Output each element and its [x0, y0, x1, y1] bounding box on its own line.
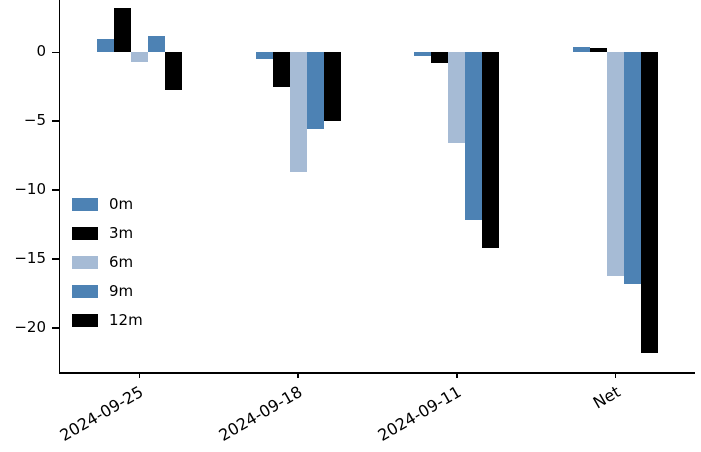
legend-item: 3m [72, 224, 143, 242]
bar-3m-2024-09-11 [431, 52, 449, 64]
legend-swatch-12m [72, 314, 98, 327]
legend-item: 6m [72, 253, 143, 271]
x-tick-label: 2024-09-11 [374, 382, 465, 445]
legend-item: 12m [72, 311, 143, 329]
legend-swatch-0m [72, 198, 98, 211]
legend-label: 3m [109, 224, 134, 242]
y-tick-mark [51, 120, 59, 122]
x-tick-label: 2024-09-25 [56, 382, 147, 445]
bar-9m-Net [624, 52, 642, 284]
bar-3m-2024-09-18 [272, 52, 290, 87]
legend: 0m 3m 6m 9m 12m [72, 195, 143, 329]
bar-0m-Net [573, 46, 591, 53]
x-tick-mark [456, 372, 458, 378]
bar-6m-2024-09-11 [448, 52, 466, 144]
bar-12m-Net [641, 52, 659, 353]
x-tick-mark [138, 372, 141, 378]
bar-6m-2024-09-18 [289, 52, 307, 173]
legend-swatch-3m [72, 227, 98, 240]
y-tick-label: 0 [36, 42, 46, 61]
bar-6m-2024-09-25 [130, 52, 148, 62]
y-tick-mark [51, 51, 59, 54]
legend-label: 12m [109, 311, 143, 329]
legend-item: 9m [72, 282, 143, 300]
legend-label: 0m [109, 195, 134, 213]
bar-9m-2024-09-25 [147, 35, 165, 53]
y-axis-spine [58, 0, 60, 372]
y-tick-mark [51, 189, 59, 191]
bar-0m-2024-09-11 [414, 52, 432, 57]
legend-item: 0m [72, 195, 143, 213]
y-tick-mark [51, 327, 59, 329]
legend-swatch-9m [72, 285, 98, 298]
y-tick-mark [51, 258, 59, 260]
bar-12m-2024-09-11 [482, 52, 500, 248]
bar-12m-2024-09-18 [323, 52, 341, 122]
x-tick-mark [297, 372, 299, 378]
bar-6m-Net [607, 52, 625, 276]
bar-0m-2024-09-18 [255, 52, 273, 60]
x-tick-label: 2024-09-18 [215, 382, 306, 445]
x-axis-spine [58, 372, 695, 374]
legend-label: 6m [109, 253, 134, 271]
bar-12m-2024-09-25 [164, 52, 182, 90]
y-tick-label: −20 [14, 317, 46, 336]
bar-3m-Net [590, 48, 608, 53]
x-tick-mark [614, 372, 617, 378]
bar-0m-2024-09-25 [96, 38, 114, 53]
x-tick-label: Net [589, 382, 624, 413]
y-tick-label: −10 [14, 180, 46, 199]
legend-swatch-6m [72, 256, 98, 269]
y-tick-label: −5 [23, 111, 46, 130]
bar-9m-2024-09-11 [465, 52, 483, 221]
bar-3m-2024-09-25 [113, 8, 131, 53]
bar-9m-2024-09-18 [306, 52, 324, 130]
legend-label: 9m [109, 282, 134, 300]
y-tick-label: −15 [14, 249, 46, 268]
